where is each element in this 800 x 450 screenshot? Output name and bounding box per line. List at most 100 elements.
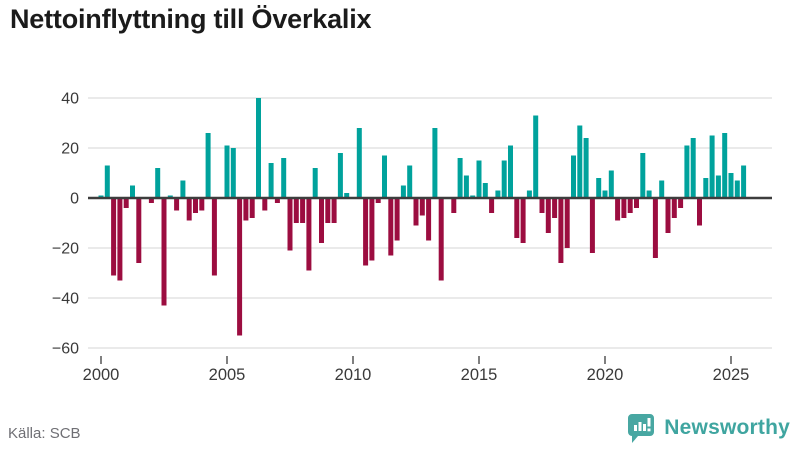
bar-2001-Q1: [123, 198, 129, 208]
bar-2005-Q1: [224, 145, 230, 198]
bar-2014-Q1: [451, 198, 457, 213]
bar-2003-Q4: [193, 198, 198, 213]
newsworthy-logo: Newsworthy: [626, 412, 790, 444]
bar-2021-Q4: [646, 190, 652, 198]
bar-2020-Q1: [602, 190, 608, 198]
bar-2022-Q2: [659, 180, 665, 198]
bar-2000-Q4: [117, 198, 123, 281]
bar-2002-Q1: [148, 198, 154, 203]
bar-2006-Q4: [268, 163, 274, 198]
x-axis-label-2010: 2010: [335, 366, 372, 384]
bar-2023-Q4: [697, 198, 702, 226]
bar-2008-Q2: [306, 198, 312, 271]
bar-2012-Q2: [407, 165, 413, 198]
bar-2023-Q2: [684, 145, 690, 198]
bar-2016-Q4: [520, 198, 526, 243]
bar-2019-Q4: [596, 178, 602, 198]
bar-2008-Q3: [312, 168, 318, 198]
bar-2016-Q2: [508, 145, 513, 198]
bar-2021-Q3: [640, 153, 646, 198]
bar-2015-Q4: [495, 190, 501, 198]
bar-2002-Q2: [155, 168, 161, 198]
bar-2008-Q4: [319, 198, 324, 243]
bar-2022-Q3: [665, 198, 671, 233]
bar-2014-Q3: [463, 175, 469, 198]
bar-2001-Q3: [136, 198, 142, 263]
bar-2011-Q4: [394, 198, 400, 241]
bar-2011-Q3: [388, 198, 394, 256]
bar-2017-Q3: [539, 198, 545, 213]
bar-2003-Q1: [174, 198, 180, 211]
bar-2000-Q2: [104, 165, 110, 198]
y-axis-label--20: −20: [52, 241, 79, 258]
bar-2024-Q1: [703, 178, 709, 198]
bar-2007-Q1: [274, 198, 280, 203]
y-axis-label--40: −40: [52, 291, 79, 308]
bar-2007-Q4: [293, 198, 299, 223]
bar-2016-Q3: [514, 198, 520, 238]
bar-2001-Q2: [130, 185, 135, 198]
bar-2005-Q3: [237, 198, 243, 336]
y-axis-label-40: 40: [61, 91, 79, 108]
bar-2022-Q1: [652, 198, 658, 258]
bar-2007-Q3: [287, 198, 293, 251]
bar-2005-Q2: [230, 148, 236, 198]
bar-2009-Q3: [337, 153, 343, 198]
bar-2006-Q3: [262, 198, 268, 211]
bar-2019-Q1: [577, 125, 583, 198]
bar-2022-Q4: [671, 198, 677, 218]
x-axis-label-2020: 2020: [587, 366, 624, 384]
bar-2019-Q3: [589, 198, 595, 253]
bar-2012-Q3: [413, 198, 419, 226]
y-axis-label-20: 20: [61, 141, 79, 158]
bar-2013-Q3: [438, 198, 444, 281]
source-caption: Källa: SCB: [8, 425, 81, 442]
bar-2012-Q1: [400, 185, 406, 198]
chart-title: Nettoinflyttning till Överkalix: [10, 4, 372, 34]
bar-2003-Q2: [180, 180, 186, 198]
bar-2011-Q1: [375, 198, 381, 203]
y-axis-label--60: −60: [52, 341, 79, 358]
bar-2009-Q4: [344, 193, 350, 198]
bar-2013-Q1: [426, 198, 432, 241]
bar-2015-Q3: [489, 198, 495, 213]
bar-2017-Q4: [545, 198, 551, 233]
bar-2020-Q2: [608, 170, 614, 198]
bar-2004-Q1: [199, 198, 205, 211]
bar-2007-Q2: [281, 158, 287, 198]
bar-2004-Q2: [205, 133, 211, 198]
bar-2009-Q1: [325, 198, 331, 223]
bar-2018-Q1: [552, 198, 558, 218]
bar-2006-Q1: [249, 198, 255, 218]
bar-2021-Q1: [627, 198, 633, 213]
y-axis-label-0: 0: [70, 191, 79, 208]
bar-2018-Q4: [571, 155, 576, 198]
brand-name: Newsworthy: [664, 416, 790, 439]
bar-2018-Q3: [564, 198, 570, 248]
bar-2023-Q1: [678, 198, 684, 208]
bar-2023-Q3: [690, 138, 696, 198]
x-axis-label-2025: 2025: [713, 366, 750, 384]
bar-2013-Q2: [432, 128, 438, 198]
bar-2019-Q2: [583, 138, 589, 198]
bar-2011-Q2: [382, 155, 387, 198]
bar-2020-Q4: [621, 198, 627, 218]
bar-2017-Q1: [526, 190, 532, 198]
bar-2010-Q2: [356, 128, 362, 198]
bar-2016-Q1: [501, 160, 507, 198]
bar-2010-Q3: [363, 198, 369, 266]
bar-2024-Q2: [709, 135, 715, 198]
bar-2025-Q3: [741, 165, 747, 198]
bar-2004-Q3: [211, 198, 217, 276]
bar-2018-Q2: [558, 198, 564, 263]
bar-chart-speech-bubble-icon: [628, 414, 655, 443]
x-axis-label-2005: 2005: [209, 366, 246, 384]
bar-2017-Q2: [533, 115, 539, 198]
bar-2025-Q2: [734, 180, 740, 198]
bar-2020-Q3: [615, 198, 621, 221]
bar-2008-Q1: [300, 198, 306, 223]
bar-2024-Q4: [722, 133, 728, 198]
bar-2000-Q3: [111, 198, 117, 276]
